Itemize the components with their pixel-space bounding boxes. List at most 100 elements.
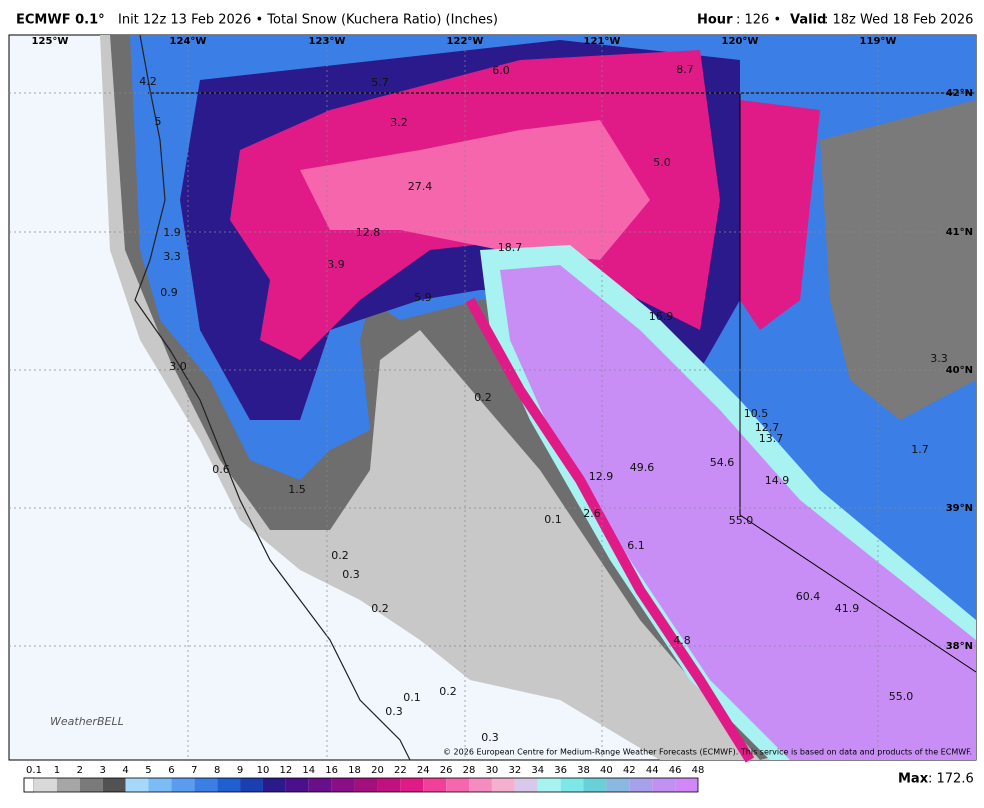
point-value: 0.1: [403, 691, 421, 704]
copyright: © 2026 European Centre for Medium-Range …: [443, 748, 972, 757]
colorbar-label: 12: [279, 765, 292, 776]
colorbar-cell: [583, 778, 607, 792]
colorbar-cell: [23, 777, 35, 793]
colorbar-cell: [102, 778, 126, 792]
point-value: 5.0: [653, 156, 671, 169]
point-value: 0.3: [385, 705, 403, 718]
point-value: 0.3: [342, 568, 360, 581]
colorbar-cell: [423, 778, 447, 792]
point-value: 16.9: [649, 310, 674, 323]
point-value: 12.9: [589, 470, 614, 483]
longitude-label: 125°W: [32, 36, 69, 47]
latitude-label: 40°N: [946, 365, 973, 376]
snow-valley: [500, 265, 976, 760]
longitude-label: 124°W: [170, 36, 207, 47]
point-value: 13.7: [759, 432, 784, 445]
colorbar-label: 5: [145, 765, 151, 776]
max-label: Max: [898, 772, 929, 787]
point-value: 27.4: [408, 180, 433, 193]
point-value: 4.8: [673, 634, 691, 647]
point-value: 0.6: [212, 463, 230, 476]
colorbar-label: 38: [577, 765, 590, 776]
point-value: 12.8: [356, 226, 381, 239]
colorbar-cell: [148, 778, 172, 792]
colorbar-cell: [125, 778, 149, 792]
point-value: 49.6: [630, 461, 655, 474]
point-value: 5.9: [414, 291, 432, 304]
colorbar-cell: [514, 778, 538, 792]
point-value: 6.1: [627, 539, 645, 552]
longitude-label: 119°W: [860, 36, 897, 47]
point-value: 10.5: [744, 407, 769, 420]
colorbar-label: 44: [646, 765, 659, 776]
colorbar-cell: [537, 778, 561, 792]
point-value: 41.9: [835, 602, 860, 615]
colorbar-label: 42: [623, 765, 636, 776]
point-value: 3.9: [327, 258, 345, 271]
latitude-label: 42°N: [946, 88, 973, 99]
point-value: 55.0: [889, 690, 914, 703]
colorbar-label: 48: [692, 765, 705, 776]
point-value: 5: [155, 115, 162, 128]
point-value: 14.9: [765, 474, 790, 487]
colorbar-label: 40: [600, 765, 613, 776]
latitude-label: 38°N: [946, 641, 973, 652]
colorbar-label: 14: [302, 765, 315, 776]
colorbar-cell: [262, 778, 286, 792]
colorbar-label: 1: [54, 765, 60, 776]
colorbar-label: 30: [486, 765, 499, 776]
point-value: 0.2: [439, 685, 457, 698]
colorbar-cell: [308, 778, 332, 792]
colorbar-label: 7: [191, 765, 197, 776]
point-value: 0.9: [160, 286, 178, 299]
point-value: 8.7: [676, 63, 694, 76]
model: ECMWF 0.1°: [16, 13, 105, 28]
colorbar-label: 26: [440, 765, 453, 776]
point-value: 0.2: [371, 602, 389, 615]
snow-edge: [465, 297, 755, 763]
snow-pink-light: [300, 120, 650, 260]
coastline: [134, 34, 411, 761]
colorbar-label: 34: [531, 765, 544, 776]
point-value: 1.9: [163, 226, 181, 239]
colorbar-cell: [400, 778, 424, 792]
state-border: [739, 93, 977, 673]
point-value: 3.3: [930, 352, 948, 365]
colorbar-label: 36: [554, 765, 567, 776]
point-value: 4.2: [139, 75, 157, 88]
point-value: 5.7: [371, 76, 389, 89]
longitude-label: 121°W: [584, 36, 621, 47]
colorbar-cell: [56, 778, 80, 792]
colorbar-cell: [606, 778, 630, 792]
colorbar-label: 22: [394, 765, 407, 776]
colorbar-cell: [377, 778, 401, 792]
colorbar-cell: [194, 778, 218, 792]
colorbar-cell: [675, 778, 698, 792]
colorbar-label: 8: [214, 765, 220, 776]
colorbar-cell: [652, 778, 676, 792]
colorbar-cell: [240, 778, 263, 792]
point-value: 54.6: [710, 456, 735, 469]
latitude-label: 39°N: [946, 503, 973, 514]
point-value: 0.3: [481, 731, 499, 744]
description: Init 12z 13 Feb 2026 • Total Snow (Kuche…: [118, 13, 498, 28]
point-value: 3.0: [169, 360, 187, 373]
colorbar-label: 20: [371, 765, 384, 776]
hour-value: : 126 •: [736, 13, 781, 28]
colorbar-label: 9: [237, 765, 243, 776]
logo: WeatherBELL: [50, 715, 124, 728]
colorbar-label: 24: [417, 765, 430, 776]
point-value: 3.3: [163, 250, 181, 263]
colorbar-cell: [171, 778, 195, 792]
point-value: 0.2: [331, 549, 349, 562]
colorbar-label: 32: [508, 765, 521, 776]
point-value: 18.7: [498, 241, 523, 254]
snow-gray-east: [820, 100, 976, 420]
colorbar-cell: [79, 778, 103, 792]
point-value: 60.4: [796, 590, 821, 603]
point-value: 0.2: [474, 391, 492, 404]
max-value: : 172.6: [928, 772, 974, 787]
valid-label: Valid: [790, 13, 826, 28]
